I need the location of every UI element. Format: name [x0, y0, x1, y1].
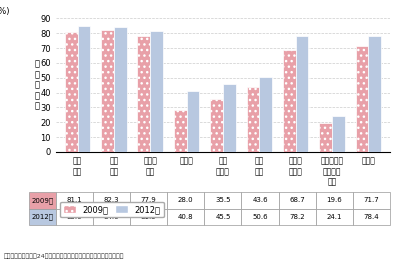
Y-axis label: 地
元
購
買
率: 地 元 購 買 率	[35, 60, 40, 111]
Bar	[210, 99, 223, 152]
Text: (%): (%)	[0, 7, 10, 16]
Bar	[78, 26, 90, 152]
Bar	[137, 36, 150, 152]
Bar	[65, 31, 78, 152]
Bar	[101, 30, 114, 152]
Bar	[259, 77, 272, 152]
Bar	[355, 46, 368, 152]
Legend: 2009年, 2012年: 2009年, 2012年	[60, 202, 164, 217]
Text: 資料）熊本県「平成24年度熊本県消費動向調査」より国土交通省作成: 資料）熊本県「平成24年度熊本県消費動向調査」より国土交通省作成	[4, 254, 125, 259]
Bar	[332, 116, 345, 152]
Bar	[296, 36, 308, 152]
Bar	[174, 110, 187, 152]
Bar	[187, 91, 199, 152]
Bar	[223, 84, 236, 152]
Bar	[150, 31, 163, 152]
Bar	[283, 50, 296, 152]
Bar	[368, 36, 381, 152]
Bar	[246, 87, 259, 152]
Bar	[114, 27, 127, 152]
Bar	[319, 123, 332, 152]
